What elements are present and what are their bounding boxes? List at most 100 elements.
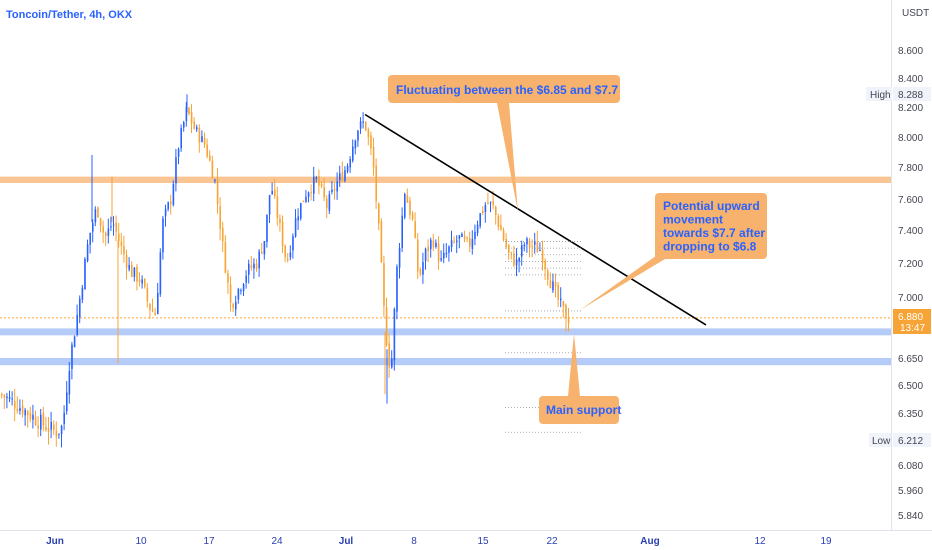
candle-body [310,192,312,194]
candle-body [461,233,463,237]
candle-body [453,241,455,243]
candle-body [562,301,565,307]
candle-body [73,336,76,348]
x-tick-label: 19 [820,536,832,547]
candle-body [313,176,315,194]
support-zone [0,358,892,366]
candle-body [534,242,536,245]
candle-body [240,290,242,292]
candle-body [125,255,128,268]
candle-body [42,412,45,426]
candle-body [344,170,346,181]
candle-body [227,273,229,283]
candle-body [177,148,180,157]
x-tick-label: 22 [546,536,558,547]
candle-body [250,265,253,269]
candle-body [339,173,341,181]
candle-body [422,262,424,275]
y-tick-label: 7.800 [898,163,923,174]
candle-body [560,298,562,301]
candle-body [541,249,544,264]
candle-body [414,221,416,238]
candle-body [476,224,479,234]
y-tick-label: 5.840 [898,511,923,522]
candle-body [458,235,461,239]
candle-body [341,171,344,181]
y-tick-label: 6.650 [898,354,923,365]
candle-body [209,155,211,161]
candle-body [162,218,164,253]
candle-body [263,241,266,255]
candle-body [53,424,55,431]
zones-layer [0,176,892,366]
annotation-text: movement [663,213,723,227]
candle-body [567,317,570,323]
candle-body [471,239,474,249]
high-label: High 8.288 [866,87,931,101]
candle-body [437,243,440,262]
candle-body [107,228,110,236]
candle-body [432,240,435,248]
candle-body [536,242,539,253]
candles-layer [1,94,570,448]
candle-body [463,236,466,239]
candle-body [318,176,320,186]
trendline [364,113,707,326]
high-value: 8.288 [898,90,923,101]
candle-body [508,244,510,253]
candle-body [456,240,458,243]
candle-body [3,395,6,398]
candle-body [105,232,107,236]
candle-body [14,401,16,409]
candle-body [112,224,115,226]
candle-body [115,222,117,232]
candle-body [323,187,325,198]
candle-body [242,284,245,292]
candle-body [557,284,559,300]
candle-body [375,165,377,202]
y-tick-label: 5.960 [898,486,923,497]
candle-body [450,240,453,248]
candle-body [445,252,448,255]
candle-body [482,211,484,214]
candle-body [554,282,557,287]
candle-body [245,275,247,283]
candle-body [396,266,398,312]
candle-body [479,213,481,227]
annotation-text: towards $7.7 after [663,226,765,240]
x-tick-label: 10 [135,536,147,547]
candle-body [448,246,450,253]
x-tick-label: 15 [477,536,489,547]
candle-body [518,258,520,262]
candle-body [349,158,351,168]
candle-body [380,221,383,263]
candle-body [391,358,393,368]
last-price-value: 6.880 [898,312,923,323]
candle-body [136,266,138,282]
candle-body [118,233,120,242]
candle-body [388,343,390,368]
candle-body [11,398,13,400]
candle-body [180,127,182,149]
candle-body [190,111,193,124]
candle-body [164,208,167,217]
candle-body [294,218,297,237]
last-price-marker: 6.880 13:47 [893,309,931,334]
candle-body [149,303,151,310]
candle-body [489,202,492,204]
candle-body [469,237,471,247]
candle-body [500,225,502,231]
candle-body [300,203,302,219]
x-tick-label: Jul [339,536,354,547]
candle-body [76,314,78,335]
candle-body [237,288,240,300]
candle-body [110,226,112,228]
y-tick-label: 7.000 [898,293,923,304]
candle-body [94,209,97,223]
candle-body [102,226,104,233]
candle-body [222,227,224,242]
candle-body [383,263,385,306]
candle-body [271,191,273,195]
candle-body [196,127,198,130]
